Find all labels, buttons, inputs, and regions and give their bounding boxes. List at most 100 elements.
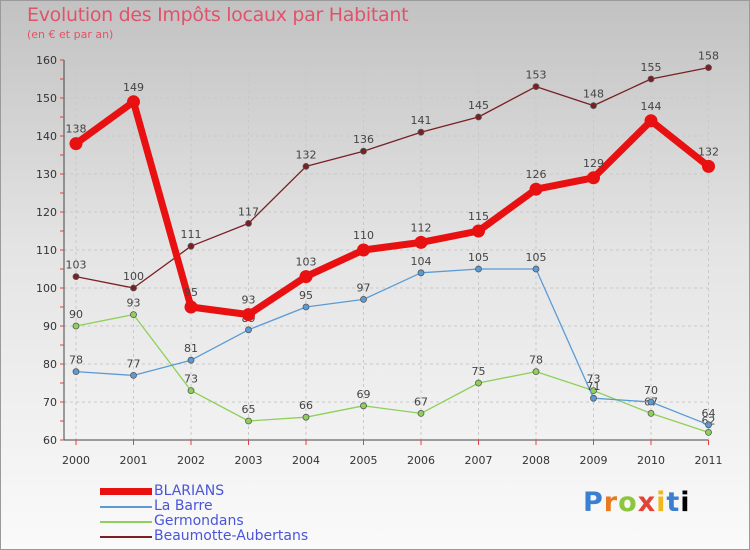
data-point-germondans xyxy=(302,413,310,421)
data-point-la-barre xyxy=(302,303,310,311)
data-label-blarians: 115 xyxy=(468,210,489,223)
data-point-beaumotte-aubertans xyxy=(130,284,137,292)
x-tick-label: 2008 xyxy=(522,454,550,467)
series-line-germondans xyxy=(75,313,710,434)
data-point-la-barre xyxy=(187,356,195,364)
data-label-blarians: 126 xyxy=(526,168,547,181)
data-point-beaumotte-aubertans xyxy=(302,162,310,170)
y-tick-label: 60 xyxy=(43,434,57,447)
y-tick-label: 90 xyxy=(43,320,57,333)
data-point-beaumotte-aubertans xyxy=(187,242,195,250)
chart-subtitle: (en € et par an) xyxy=(27,28,114,41)
y-tick-label: 150 xyxy=(36,92,57,105)
data-point-la-barre xyxy=(72,368,80,376)
data-point-la-barre xyxy=(590,394,597,402)
data-point-la-barre xyxy=(130,371,137,379)
legend-swatch-blarians xyxy=(100,488,152,495)
data-label-blarians: 129 xyxy=(583,157,604,170)
data-label-la-barre: 97 xyxy=(357,281,371,294)
data-label-germondans: 69 xyxy=(357,388,371,401)
data-point-blarians xyxy=(529,182,543,196)
data-label-blarians: 110 xyxy=(353,229,374,242)
data-point-germondans xyxy=(532,368,540,376)
data-label-beaumotte-aubertans: 132 xyxy=(296,148,317,161)
data-point-blarians xyxy=(644,114,658,128)
y-tick-label: 80 xyxy=(43,358,57,371)
data-label-beaumotte-aubertans: 158 xyxy=(698,50,719,63)
data-point-la-barre xyxy=(360,295,367,303)
data-point-blarians xyxy=(299,270,313,284)
chart-title: Evolution des Impôts locaux par Habitant xyxy=(27,4,409,26)
data-point-beaumotte-aubertans xyxy=(72,273,80,281)
data-label-blarians: 138 xyxy=(66,123,87,136)
data-label-blarians: 95 xyxy=(184,286,198,299)
data-label-beaumotte-aubertans: 153 xyxy=(526,69,547,82)
x-tick-label: 2001 xyxy=(120,454,148,467)
data-point-blarians xyxy=(472,224,485,238)
y-tick-label: 100 xyxy=(36,282,57,295)
legend-label-la-barre: La Barre xyxy=(154,498,213,514)
data-label-la-barre: 77 xyxy=(127,357,141,370)
data-point-blarians xyxy=(69,137,83,151)
data-label-blarians: 103 xyxy=(296,256,317,269)
data-label-blarians: 112 xyxy=(411,221,432,234)
logo-char: P xyxy=(583,487,604,518)
data-point-la-barre xyxy=(705,421,712,429)
legend-swatch-beaumotte-aubertans xyxy=(100,535,152,538)
data-label-la-barre: 70 xyxy=(644,384,658,397)
data-point-germondans xyxy=(130,311,137,319)
data-label-beaumotte-aubertans: 141 xyxy=(411,114,432,127)
data-point-germondans xyxy=(475,379,482,387)
data-point-germondans xyxy=(647,409,655,417)
data-label-beaumotte-aubertans: 100 xyxy=(123,270,144,283)
data-point-blarians xyxy=(414,235,428,249)
logo-char: t xyxy=(666,487,681,518)
data-point-blarians xyxy=(184,300,198,314)
data-point-blarians xyxy=(357,243,370,257)
data-label-la-barre: 64 xyxy=(702,407,716,420)
data-label-germondans: 67 xyxy=(414,395,428,408)
series-line-blarians xyxy=(72,98,712,319)
data-label-la-barre: 104 xyxy=(411,255,432,268)
data-point-beaumotte-aubertans xyxy=(417,128,425,136)
data-point-beaumotte-aubertans xyxy=(532,83,540,90)
x-tick-label: 2003 xyxy=(235,454,263,467)
data-label-beaumotte-aubertans: 117 xyxy=(238,205,259,218)
data-label-la-barre: 71 xyxy=(587,380,601,393)
y-tick-label: 160 xyxy=(36,54,57,67)
data-point-germondans xyxy=(417,409,425,417)
data-point-beaumotte-aubertans xyxy=(647,75,655,83)
data-label-germondans: 62 xyxy=(702,414,716,427)
logo-char: x xyxy=(637,487,657,518)
y-tick-label: 70 xyxy=(43,396,57,409)
data-label-germondans: 93 xyxy=(127,297,141,310)
data-point-beaumotte-aubertans xyxy=(245,219,252,227)
data-label-beaumotte-aubertans: 136 xyxy=(353,133,374,146)
logo-char: i xyxy=(656,487,667,518)
data-label-la-barre: 95 xyxy=(299,289,313,302)
x-tick-label: 2010 xyxy=(637,454,665,467)
data-label-germondans: 66 xyxy=(299,399,313,412)
data-label-la-barre: 105 xyxy=(526,251,547,264)
legend-item-beaumotte-aubertans: Beaumotte-Aubertans xyxy=(100,529,308,544)
data-label-la-barre: 81 xyxy=(184,342,198,355)
data-label-beaumotte-aubertans: 145 xyxy=(468,99,489,112)
data-label-blarians: 149 xyxy=(123,81,144,94)
data-point-la-barre xyxy=(475,265,482,273)
legend-label-blarians: BLARIANS xyxy=(154,483,225,499)
data-point-germondans xyxy=(72,322,80,330)
y-tick-label: 140 xyxy=(36,130,57,143)
data-point-blarians xyxy=(127,95,140,109)
y-tick-label: 120 xyxy=(36,206,57,219)
data-point-beaumotte-aubertans xyxy=(705,64,712,71)
logo-char: i xyxy=(680,487,691,518)
data-point-germondans xyxy=(187,387,195,395)
series-line-la-barre xyxy=(75,268,710,426)
data-point-blarians xyxy=(242,308,255,322)
data-label-la-barre: 105 xyxy=(468,251,489,264)
data-label-germondans: 73 xyxy=(587,373,601,386)
legend-label-beaumotte-aubertans: Beaumotte-Aubertans xyxy=(154,528,309,544)
data-label-blarians: 144 xyxy=(641,100,662,113)
data-point-la-barre xyxy=(245,326,252,334)
